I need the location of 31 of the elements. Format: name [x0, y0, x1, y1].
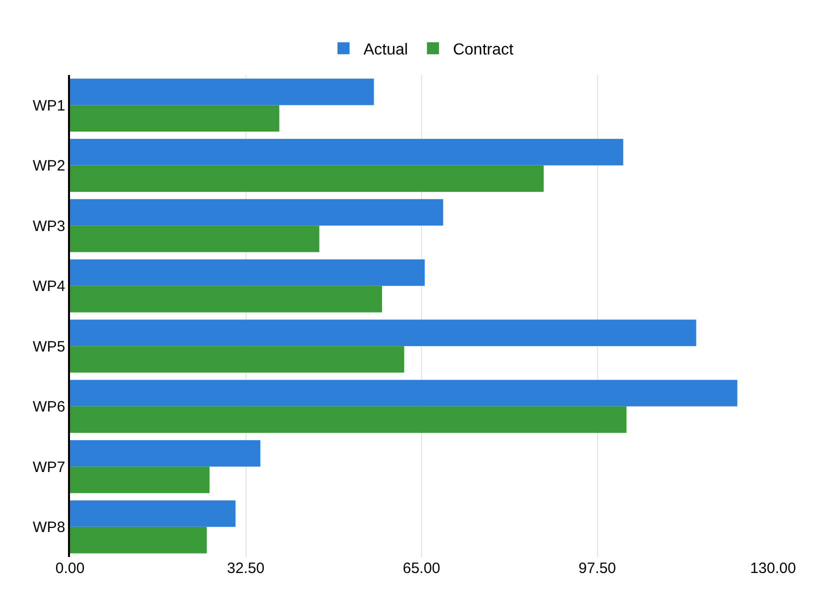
bar [70, 199, 444, 226]
bar [70, 440, 260, 467]
legend-label: Actual [364, 42, 408, 58]
x-tick-label: 130.00 [750, 560, 796, 577]
bar [70, 226, 320, 252]
x-tick-label: 97.50 [578, 560, 616, 577]
bar [70, 406, 626, 433]
bar [70, 380, 738, 406]
bar [70, 320, 696, 346]
legend-label: Contract [452, 42, 514, 58]
bar [70, 346, 404, 373]
bar [70, 259, 425, 286]
y-tick-label: WP6 [32, 398, 66, 416]
y-tick-label: WP3 [32, 218, 66, 235]
bar [70, 286, 382, 312]
bar [70, 526, 207, 554]
y-tick-label: WP1 [32, 97, 66, 114]
y-tick-label: WP2 [32, 158, 66, 175]
y-tick-label: WP4 [32, 278, 66, 296]
y-tick-label: WP7 [32, 458, 66, 476]
x-tick-label: 65.00 [402, 560, 440, 577]
bar [70, 500, 236, 527]
x-tick-label: 0.00 [55, 560, 85, 577]
y-tick-label: WP5 [32, 338, 66, 356]
x-tick-label: 32.50 [226, 560, 265, 577]
bar [70, 466, 210, 494]
bar [70, 78, 374, 106]
bar [70, 165, 544, 192]
y-tick-label: WP8 [32, 519, 66, 536]
bar [70, 138, 624, 166]
bar [70, 105, 280, 132]
